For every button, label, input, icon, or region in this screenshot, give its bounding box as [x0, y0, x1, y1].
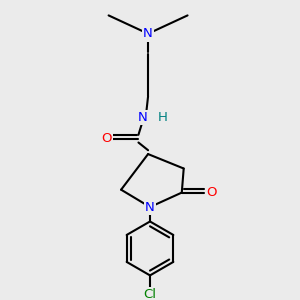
Text: N: N [145, 200, 155, 214]
Text: O: O [101, 132, 112, 145]
Text: Cl: Cl [143, 288, 157, 300]
Text: N: N [143, 27, 153, 40]
Text: O: O [206, 186, 217, 199]
Text: N: N [137, 111, 147, 124]
Text: H: H [158, 111, 167, 124]
